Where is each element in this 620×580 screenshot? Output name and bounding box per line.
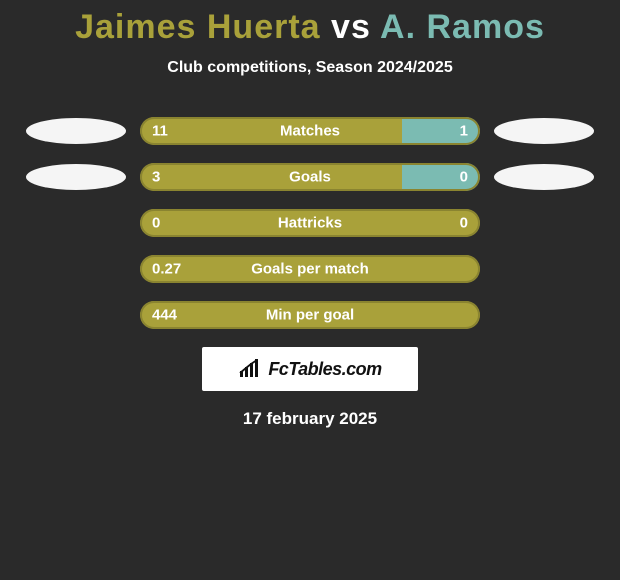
page-title: Jaimes Huerta vs A. Ramos [0,8,620,47]
stat-row: 0.27 Goals per match [0,255,620,283]
brand-text: FcTables.com [268,359,381,380]
stat-bar: 0 0 Hattricks [140,209,480,237]
stat-left-value: 0 [152,215,160,232]
stat-label: Min per goal [266,307,354,324]
player2-name: A. Ramos [380,8,545,46]
date-text: 17 february 2025 [0,409,620,429]
player2-badge [494,118,594,144]
bar-right-segment [402,117,480,145]
stat-label: Goals per match [251,261,369,278]
stat-right-value: 1 [460,123,468,140]
stat-bar: 111Matches [140,117,480,145]
player2-badge [494,164,594,190]
comparison-card: Jaimes Huerta vs A. Ramos Club competiti… [0,0,620,429]
stat-left-value: 444 [152,307,177,324]
stat-bar: 0.27 Goals per match [140,255,480,283]
stat-row: 0 0 Hattricks [0,209,620,237]
bar-left-segment [140,117,402,145]
bar-left-segment [140,163,402,191]
stats-rows: 111Matches30Goals00Hattricks0.27Goals pe… [0,117,620,329]
stat-label: Hattricks [278,215,342,232]
bar-right-segment [402,163,480,191]
stat-right-value: 0 [460,169,468,186]
stat-label: Goals [289,169,331,186]
player1-badge [26,118,126,144]
player1-name: Jaimes Huerta [75,8,320,46]
vs-text: vs [331,8,371,46]
stat-left-value: 11 [152,123,168,140]
stat-left-value: 0.27 [152,261,181,278]
stat-bar: 444 Min per goal [140,301,480,329]
stat-right-value: 0 [460,215,468,232]
brand-logo: FcTables.com [202,347,418,391]
stat-bar: 3 0 Goals [140,163,480,191]
stat-row: 3 0 Goals [0,163,620,191]
stat-left-value: 3 [152,169,160,186]
stat-label: Matches [280,123,340,140]
subtitle: Club competitions, Season 2024/2025 [0,59,620,77]
stat-row: 444 Min per goal [0,301,620,329]
stat-row: 111Matches [0,117,620,145]
barchart-icon [238,359,262,379]
player1-badge [26,164,126,190]
